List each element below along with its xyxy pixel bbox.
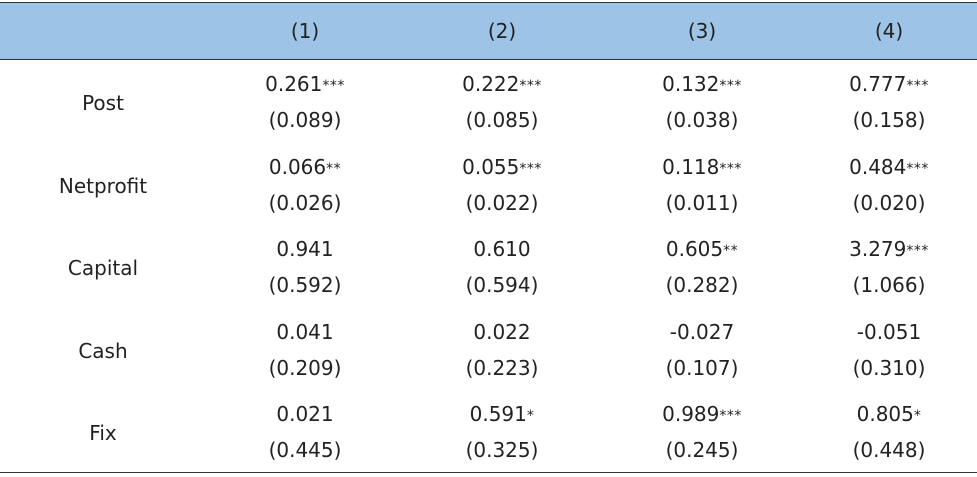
coefficient-cell: 0.484*** xyxy=(789,155,977,182)
standard-error-cell: (0.310) xyxy=(852,355,926,380)
coefficient-value: 0.989 xyxy=(662,402,720,426)
significance-stars: *** xyxy=(719,160,742,177)
standard-error-cell: (0.223) xyxy=(465,355,539,380)
standard-error-cell: (0.026) xyxy=(268,190,342,215)
bottom-rule xyxy=(0,472,977,473)
row-label: Capital xyxy=(67,256,139,280)
standard-error-cell: (0.011) xyxy=(665,190,739,215)
coefficient-value: 0.132 xyxy=(662,72,720,96)
coefficient-cell: 0.132*** xyxy=(602,72,802,99)
coefficient-cell: 0.989*** xyxy=(602,402,802,429)
standard-error-cell: (0.022) xyxy=(465,190,539,215)
coefficient-cell: 0.066** xyxy=(205,155,405,182)
table-row: Capital 0.941 (0.592) 0.610 (0.594) 0.605** (0… xyxy=(0,227,977,309)
standard-error-cell: (0.020) xyxy=(852,190,926,215)
coefficient-value: 0.591 xyxy=(469,402,527,426)
coefficient-cell: 0.941 xyxy=(205,237,405,261)
coefficient-cell: 0.021 xyxy=(205,402,405,426)
significance-stars: *** xyxy=(719,408,742,424)
coefficient-value: 3.279 xyxy=(849,237,907,261)
coefficient-value: 0.805 xyxy=(856,402,914,426)
coefficient-cell: 0.222*** xyxy=(402,72,602,99)
coefficient-cell: 0.022 xyxy=(402,320,602,344)
table-row: Netprofit 0.066** (0.026) 0.055*** (0.022) 0.… xyxy=(0,145,977,227)
table-row: Fix 0.021 (0.445) 0.591* (0.325) 0.989*** (0.2… xyxy=(0,392,977,474)
coefficient-value: -0.027 xyxy=(669,319,735,344)
coefficient-value: 0.066 xyxy=(268,154,327,179)
coefficient-value: 0.021 xyxy=(276,402,334,426)
coefficient-cell: 3.279*** xyxy=(789,237,977,264)
coefficient-cell: 0.777*** xyxy=(789,72,977,99)
standard-error-cell: (0.325) xyxy=(465,438,539,462)
standard-error-cell: (0.107) xyxy=(665,355,739,380)
standard-error-cell: (0.445) xyxy=(268,438,342,462)
table-row: Post 0.261*** (0.089) 0.222*** (0.085) 0.132*… xyxy=(0,62,977,144)
significance-stars: ** xyxy=(723,243,739,259)
standard-error-cell: (0.089) xyxy=(268,108,342,132)
significance-stars: *** xyxy=(719,78,742,94)
top-rule xyxy=(0,2,977,3)
coefficient-cell: 0.041 xyxy=(205,320,405,344)
coefficient-value: 0.484 xyxy=(849,154,907,179)
coefficient-cell: -0.027 xyxy=(602,320,802,344)
coefficient-value: 0.118 xyxy=(662,154,720,179)
coefficient-cell: 0.805* xyxy=(789,402,977,429)
standard-error-cell: (0.592) xyxy=(268,273,342,297)
significance-stars: *** xyxy=(322,78,345,94)
significance-stars: ** xyxy=(326,160,342,177)
significance-stars: * xyxy=(913,408,922,424)
standard-error-cell: (0.594) xyxy=(465,273,539,297)
significance-stars: * xyxy=(526,408,535,424)
coefficient-cell: 0.610 xyxy=(402,237,602,261)
table-row: Cash 0.041 (0.209) 0.022 (0.223) -0.027 (0.107… xyxy=(0,310,977,392)
coefficient-value: 0.605 xyxy=(665,237,724,261)
significance-stars: *** xyxy=(519,78,542,94)
row-label: Cash xyxy=(78,338,128,363)
coefficient-value: 0.610 xyxy=(473,237,531,261)
coefficient-cell: 0.591* xyxy=(402,402,602,429)
coefficient-cell: 0.261*** xyxy=(205,72,405,99)
coefficient-value: 0.041 xyxy=(276,319,334,344)
column-header-3: (3) xyxy=(687,19,717,43)
standard-error-cell: (1.066) xyxy=(852,273,926,297)
standard-error-cell: (0.085) xyxy=(465,108,539,132)
standard-error-cell: (0.158) xyxy=(852,108,926,132)
standard-error-cell: (0.038) xyxy=(665,108,739,132)
significance-stars: *** xyxy=(906,160,929,177)
column-header-1: (1) xyxy=(290,19,320,43)
column-header-4: (4) xyxy=(874,19,904,43)
significance-stars: *** xyxy=(906,78,929,94)
coefficient-cell: 0.605** xyxy=(602,237,802,264)
coefficient-value: 0.022 xyxy=(473,319,531,344)
row-label: Fix xyxy=(89,421,117,445)
coefficient-value: 0.222 xyxy=(462,72,520,96)
coefficient-cell: 0.118*** xyxy=(602,155,802,182)
standard-error-cell: (0.282) xyxy=(665,273,739,297)
column-header-2: (2) xyxy=(487,19,517,43)
standard-error-cell: (0.209) xyxy=(268,355,342,380)
coefficient-value: 0.941 xyxy=(276,237,334,261)
coefficient-value: 0.055 xyxy=(462,154,520,179)
significance-stars: *** xyxy=(519,160,542,177)
header-rule xyxy=(0,59,977,60)
coefficient-value: 0.777 xyxy=(849,72,907,96)
coefficient-value: -0.051 xyxy=(856,319,922,344)
significance-stars: *** xyxy=(906,243,929,259)
coefficient-cell: 0.055*** xyxy=(402,155,602,182)
standard-error-cell: (0.245) xyxy=(665,438,739,462)
coefficient-cell: -0.051 xyxy=(789,320,977,344)
standard-error-cell: (0.448) xyxy=(852,438,926,462)
row-label: Netprofit xyxy=(58,173,148,198)
row-label: Post xyxy=(82,91,124,115)
table-header xyxy=(0,3,977,59)
coefficient-value: 0.261 xyxy=(265,72,323,96)
